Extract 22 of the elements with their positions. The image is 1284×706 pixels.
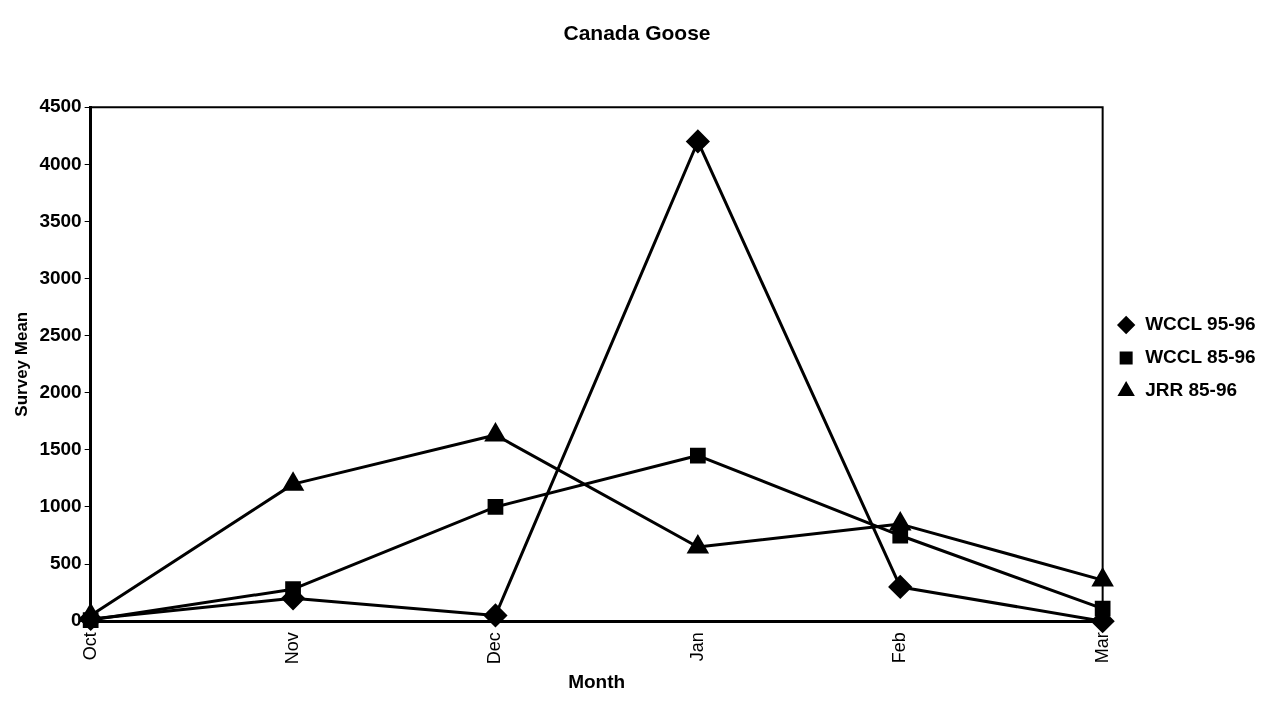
legend-label: JRR 85-96 (1145, 379, 1238, 401)
y-tick-label: 1500 (39, 438, 82, 460)
x-tick-label: Jan (686, 632, 707, 662)
y-tick-label: 2500 (39, 323, 82, 345)
y-tick-label: 4000 (39, 152, 82, 174)
x-tick-label: Dec (484, 632, 505, 665)
x-tick-label: Nov (282, 632, 303, 665)
legend-label: WCCL 85-96 (1145, 346, 1256, 368)
y-tick-label: 3500 (39, 209, 82, 231)
y-axis-title: Survey Mean (11, 311, 31, 417)
legend-label: WCCL 95-96 (1145, 313, 1256, 335)
y-tick-label: 4500 (39, 95, 82, 117)
y-tick-label: 0 (71, 609, 82, 631)
y-tick-label: 2000 (39, 380, 82, 402)
x-tick-label: Feb (889, 632, 910, 664)
x-tick-label: Oct (79, 632, 100, 661)
chart-title: Canada Goose (563, 21, 711, 45)
y-tick-label: 500 (49, 552, 82, 574)
y-tick-label: 1000 (39, 495, 82, 517)
x-tick-label: Mar (1091, 632, 1112, 664)
x-axis-title: Month (568, 670, 626, 692)
y-tick-label: 3000 (39, 266, 82, 288)
